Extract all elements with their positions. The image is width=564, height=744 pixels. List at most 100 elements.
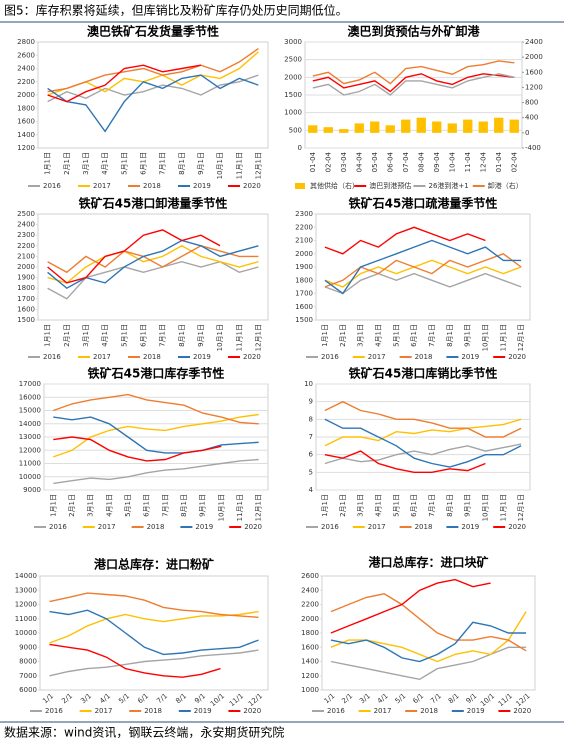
y-tick-label: 2400 — [17, 65, 35, 73]
y-tick-label: 3000 — [284, 38, 302, 46]
legend-swatch — [295, 183, 305, 189]
x-tick-label: 7月1日 — [161, 494, 169, 517]
legend-label: 2020 — [244, 523, 262, 531]
y-tick-label: 2000 — [17, 263, 35, 271]
bar — [509, 119, 519, 133]
y-tick-label: 9000 — [19, 643, 37, 651]
y-tick-label: 9 — [309, 398, 313, 406]
x-tick-label: 11月1日 — [499, 494, 507, 521]
x-tick-label: 5月1日 — [120, 152, 128, 175]
x-tick-label: 11月1日 — [499, 324, 507, 351]
x-tick-label: 6月1日 — [410, 324, 418, 347]
x-tick-label: 08-04 — [417, 151, 425, 172]
legend-label: 其他供给（右） — [310, 181, 359, 190]
plot-frame — [37, 41, 269, 149]
series-line — [53, 393, 259, 425]
x-tick-label: 3月1日 — [357, 324, 365, 347]
y-tick-label: 1400 — [301, 658, 319, 666]
x-tick-label: 7/1 — [155, 692, 169, 705]
y-tick-label: 10000 — [15, 629, 37, 637]
x-tick-label: 11月1日 — [235, 152, 243, 179]
series-line — [330, 578, 491, 634]
x-tick-label: 02-04 — [324, 151, 332, 172]
x-tick-label: 1月1日 — [321, 324, 329, 347]
chart-title: 铁矿石45港口卸港量季节性 — [79, 196, 228, 211]
y-tick-label: 6000 — [19, 686, 37, 694]
legend-label: 2020 — [508, 353, 526, 361]
series-line — [330, 646, 527, 681]
series-line — [312, 73, 515, 93]
x-tick-label: 8月1日 — [180, 494, 188, 517]
bar — [385, 125, 395, 133]
series-line — [330, 621, 527, 663]
x-tick-label: 2月1日 — [63, 152, 71, 175]
y-tick-label: 1600 — [17, 305, 35, 313]
x-tick-label: 4月1日 — [101, 152, 109, 175]
x-tick-label: 8月1日 — [178, 324, 186, 347]
x-tick-label: 5/1 — [117, 692, 131, 705]
y-tick-label: 1000 — [301, 686, 319, 694]
legend-label: 2018 — [420, 707, 438, 715]
y-tick-label: 1700 — [295, 290, 313, 298]
y-tick-label: 500 — [289, 126, 302, 134]
y-tick-label: 1500 — [17, 316, 35, 324]
legend-label: 2016 — [327, 707, 345, 715]
y2-tick-label: 2000 — [525, 53, 543, 61]
bar — [308, 125, 318, 133]
x-tick-label: 5月1日 — [392, 324, 400, 347]
x-tick-label: 12-04 — [479, 151, 487, 172]
y-tick-label: 7 — [309, 433, 313, 441]
y-tick-label: 2400 — [301, 586, 319, 594]
bar — [494, 117, 504, 133]
y-tick-label: 1900 — [295, 263, 313, 271]
x-tick-label: 12/1 — [247, 692, 264, 708]
y-tick-label: 1500 — [295, 316, 313, 324]
chart-title: 港口总库存：进口块矿 — [368, 555, 488, 570]
x-tick-label: 2月1日 — [339, 494, 347, 517]
x-tick-label: 10月1日 — [217, 494, 225, 521]
y-tick-label: 13000 — [19, 433, 41, 441]
legend-label: 2018 — [415, 523, 433, 531]
y2-tick-label: 2400 — [525, 38, 543, 46]
x-tick-label: 2月1日 — [339, 324, 347, 347]
series-line — [49, 609, 259, 656]
legend-label: 2016 — [49, 523, 67, 531]
x-tick-label: 9/1 — [193, 692, 207, 705]
series-line — [53, 436, 222, 462]
series-line — [324, 418, 522, 447]
y-tick-label: 6 — [309, 451, 314, 459]
legend-label: 2019 — [467, 707, 485, 715]
y-tick-label: 2200 — [17, 78, 35, 86]
series-line — [324, 239, 522, 295]
y-tick-label: 2600 — [17, 51, 35, 59]
y-tick-label: 1800 — [295, 276, 313, 284]
x-tick-label: 4月1日 — [101, 324, 109, 347]
y-tick-label: 1800 — [17, 284, 35, 292]
bar — [354, 123, 364, 133]
x-tick-label: 9月1日 — [464, 494, 472, 517]
series-line — [324, 272, 522, 295]
legend-label: 2017 — [93, 182, 111, 190]
x-tick-label: 5月1日 — [124, 494, 132, 517]
legend-label: 2018 — [147, 523, 165, 531]
series-line — [312, 60, 515, 85]
x-tick-label: 10/1 — [209, 692, 226, 708]
x-tick-label: 9/1 — [465, 692, 479, 705]
x-tick-label: 8月1日 — [178, 152, 186, 175]
series-line — [324, 400, 522, 438]
x-tick-label: 10月1日 — [216, 152, 224, 179]
x-tick-label: 11/1 — [228, 692, 245, 708]
series-line — [47, 239, 259, 290]
y-tick-label: 2800 — [17, 38, 35, 46]
series-line — [53, 416, 259, 454]
legend-label: 2019 — [193, 353, 211, 361]
series-line — [330, 593, 527, 652]
y-tick-label: 2000 — [284, 73, 302, 81]
y-tick-label: 2200 — [301, 601, 319, 609]
bar — [447, 123, 457, 133]
y-tick-label: 2400 — [17, 221, 35, 229]
x-tick-label: 7月1日 — [428, 324, 436, 347]
bar — [432, 121, 442, 133]
y-tick-label: 13000 — [15, 586, 37, 594]
y-tick-label: 10 — [304, 380, 313, 388]
